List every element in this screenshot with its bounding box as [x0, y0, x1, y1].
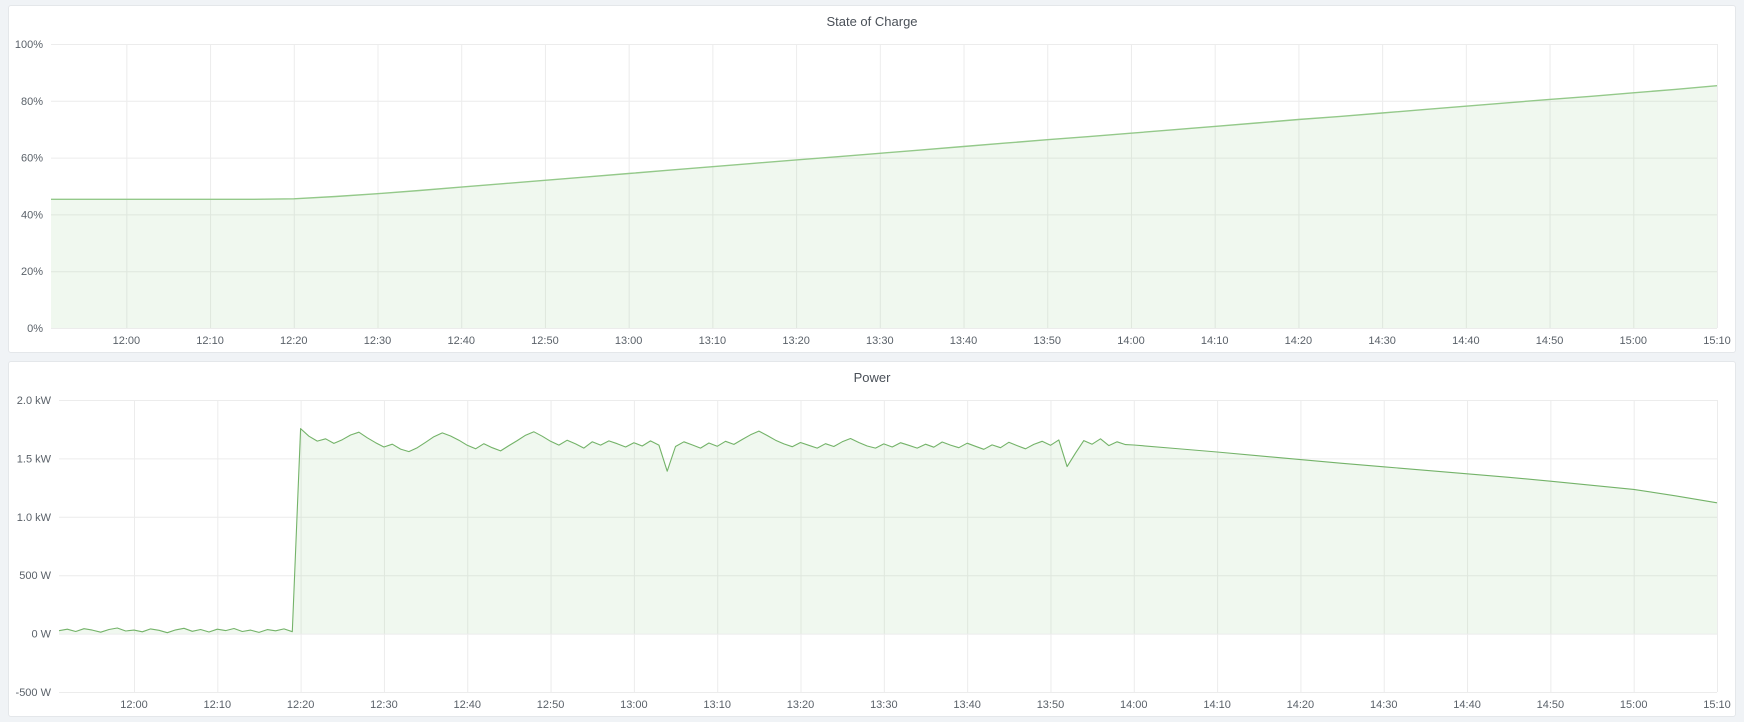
y-axis-tick-label: 40%	[21, 209, 43, 221]
y-axis-tick-label: 1.0 kW	[17, 512, 52, 524]
x-axis-tick-label: 15:00	[1620, 699, 1648, 711]
x-axis-tick-label: 13:00	[620, 699, 648, 711]
x-axis-tick-label: 13:30	[870, 699, 898, 711]
x-axis-tick-label: 12:30	[364, 335, 392, 347]
x-axis-tick-label: 12:20	[280, 335, 308, 347]
x-axis-tick-label: 14:40	[1452, 335, 1480, 347]
x-axis-tick-label: 14:20	[1285, 335, 1313, 347]
x-axis-tick-label: 13:50	[1037, 699, 1065, 711]
y-axis-tick-label: -500 W	[16, 687, 52, 699]
power-chart[interactable]: -500 W 0 W 500 W 1.0 kW 1.5 kW 2.0 kW 12:00 12:…	[9, 392, 1735, 716]
panel-power: Power -500 W 0 W 500 W 1.0 kW 1.5 kW 2.0 kW 12…	[8, 361, 1736, 717]
x-axis-tick-label: 13:50	[1033, 335, 1061, 347]
x-axis-tick-label: 13:00	[615, 335, 643, 347]
x-axis-tick-label: 14:10	[1203, 699, 1231, 711]
x-axis-tick-label: 12:30	[370, 699, 398, 711]
x-axis-tick-label: 14:10	[1201, 335, 1229, 347]
x-axis-tick-label: 12:00	[113, 335, 141, 347]
x-axis-tick-label: 12:20	[287, 699, 315, 711]
x-axis-tick-label: 14:00	[1117, 335, 1145, 347]
panel-state-of-charge: State of Charge 0% 20% 40% 60% 80% 100% 12:00 1…	[8, 5, 1736, 353]
x-axis-tick-label: 12:50	[537, 699, 565, 711]
x-axis-tick-label: 14:20	[1287, 699, 1315, 711]
y-axis-tick-label: 0%	[27, 323, 43, 335]
power-area	[59, 428, 1717, 634]
x-axis-tick-label: 12:00	[120, 699, 148, 711]
power-line	[58, 428, 1718, 634]
y-axis-tick-label: 2.0 kW	[17, 395, 52, 407]
panel-title-power[interactable]: Power	[853, 369, 891, 385]
power-chart-canvas[interactable]: -500 W 0 W 500 W 1.0 kW 1.5 kW 2.0 kW 12:00 12:…	[9, 392, 1735, 716]
x-axis-tick-label: 14:50	[1537, 699, 1565, 711]
x-axis-tick-label: 12:40	[453, 699, 481, 711]
x-axis-tick-label: 15:10	[1703, 335, 1731, 347]
state-of-charge-line	[51, 85, 1718, 200]
x-axis-tick-label: 14:00	[1120, 699, 1148, 711]
x-axis-tick-label: 13:30	[866, 335, 894, 347]
x-axis-tick-label: 15:00	[1620, 335, 1648, 347]
x-axis-tick-label: 13:20	[787, 699, 815, 711]
x-axis-tick-label: 12:50	[531, 335, 559, 347]
x-axis-tick-label: 14:40	[1453, 699, 1481, 711]
state-of-charge-chart-canvas[interactable]: 0% 20% 40% 60% 80% 100% 12:00 12:10 12:20 12:30 12…	[9, 36, 1735, 352]
state-of-charge-area	[51, 85, 1717, 328]
x-axis-tick-label: 12:10	[196, 335, 224, 347]
x-axis-tick-label: 13:20	[782, 335, 810, 347]
y-axis-tick-label: 1.5 kW	[17, 453, 52, 465]
state-of-charge-chart[interactable]: 0% 20% 40% 60% 80% 100% 12:00 12:10 12:20 12:30 12…	[9, 36, 1735, 352]
x-axis-tick-label: 14:50	[1536, 335, 1564, 347]
x-axis-tick-label: 12:40	[447, 335, 475, 347]
x-axis-tick-label: 13:10	[703, 699, 731, 711]
y-axis-tick-label: 20%	[21, 266, 43, 278]
panel-title-state-of-charge[interactable]: State of Charge	[826, 13, 918, 29]
x-axis-tick-label: 14:30	[1370, 699, 1398, 711]
y-axis-tick-label: 0 W	[31, 629, 51, 641]
x-axis-tick-label: 14:30	[1368, 335, 1396, 347]
x-axis-tick-label: 15:10	[1703, 699, 1731, 711]
y-axis-tick-label: 100%	[15, 39, 43, 51]
x-axis-tick-label: 13:10	[699, 335, 727, 347]
y-axis-tick-label: 500 W	[19, 570, 51, 582]
x-axis-tick-label: 12:10	[204, 699, 232, 711]
y-axis-tick-label: 80%	[21, 96, 43, 108]
x-axis-tick-label: 13:40	[953, 699, 981, 711]
x-axis-tick-label: 13:40	[950, 335, 978, 347]
y-axis-tick-label: 60%	[21, 153, 43, 165]
